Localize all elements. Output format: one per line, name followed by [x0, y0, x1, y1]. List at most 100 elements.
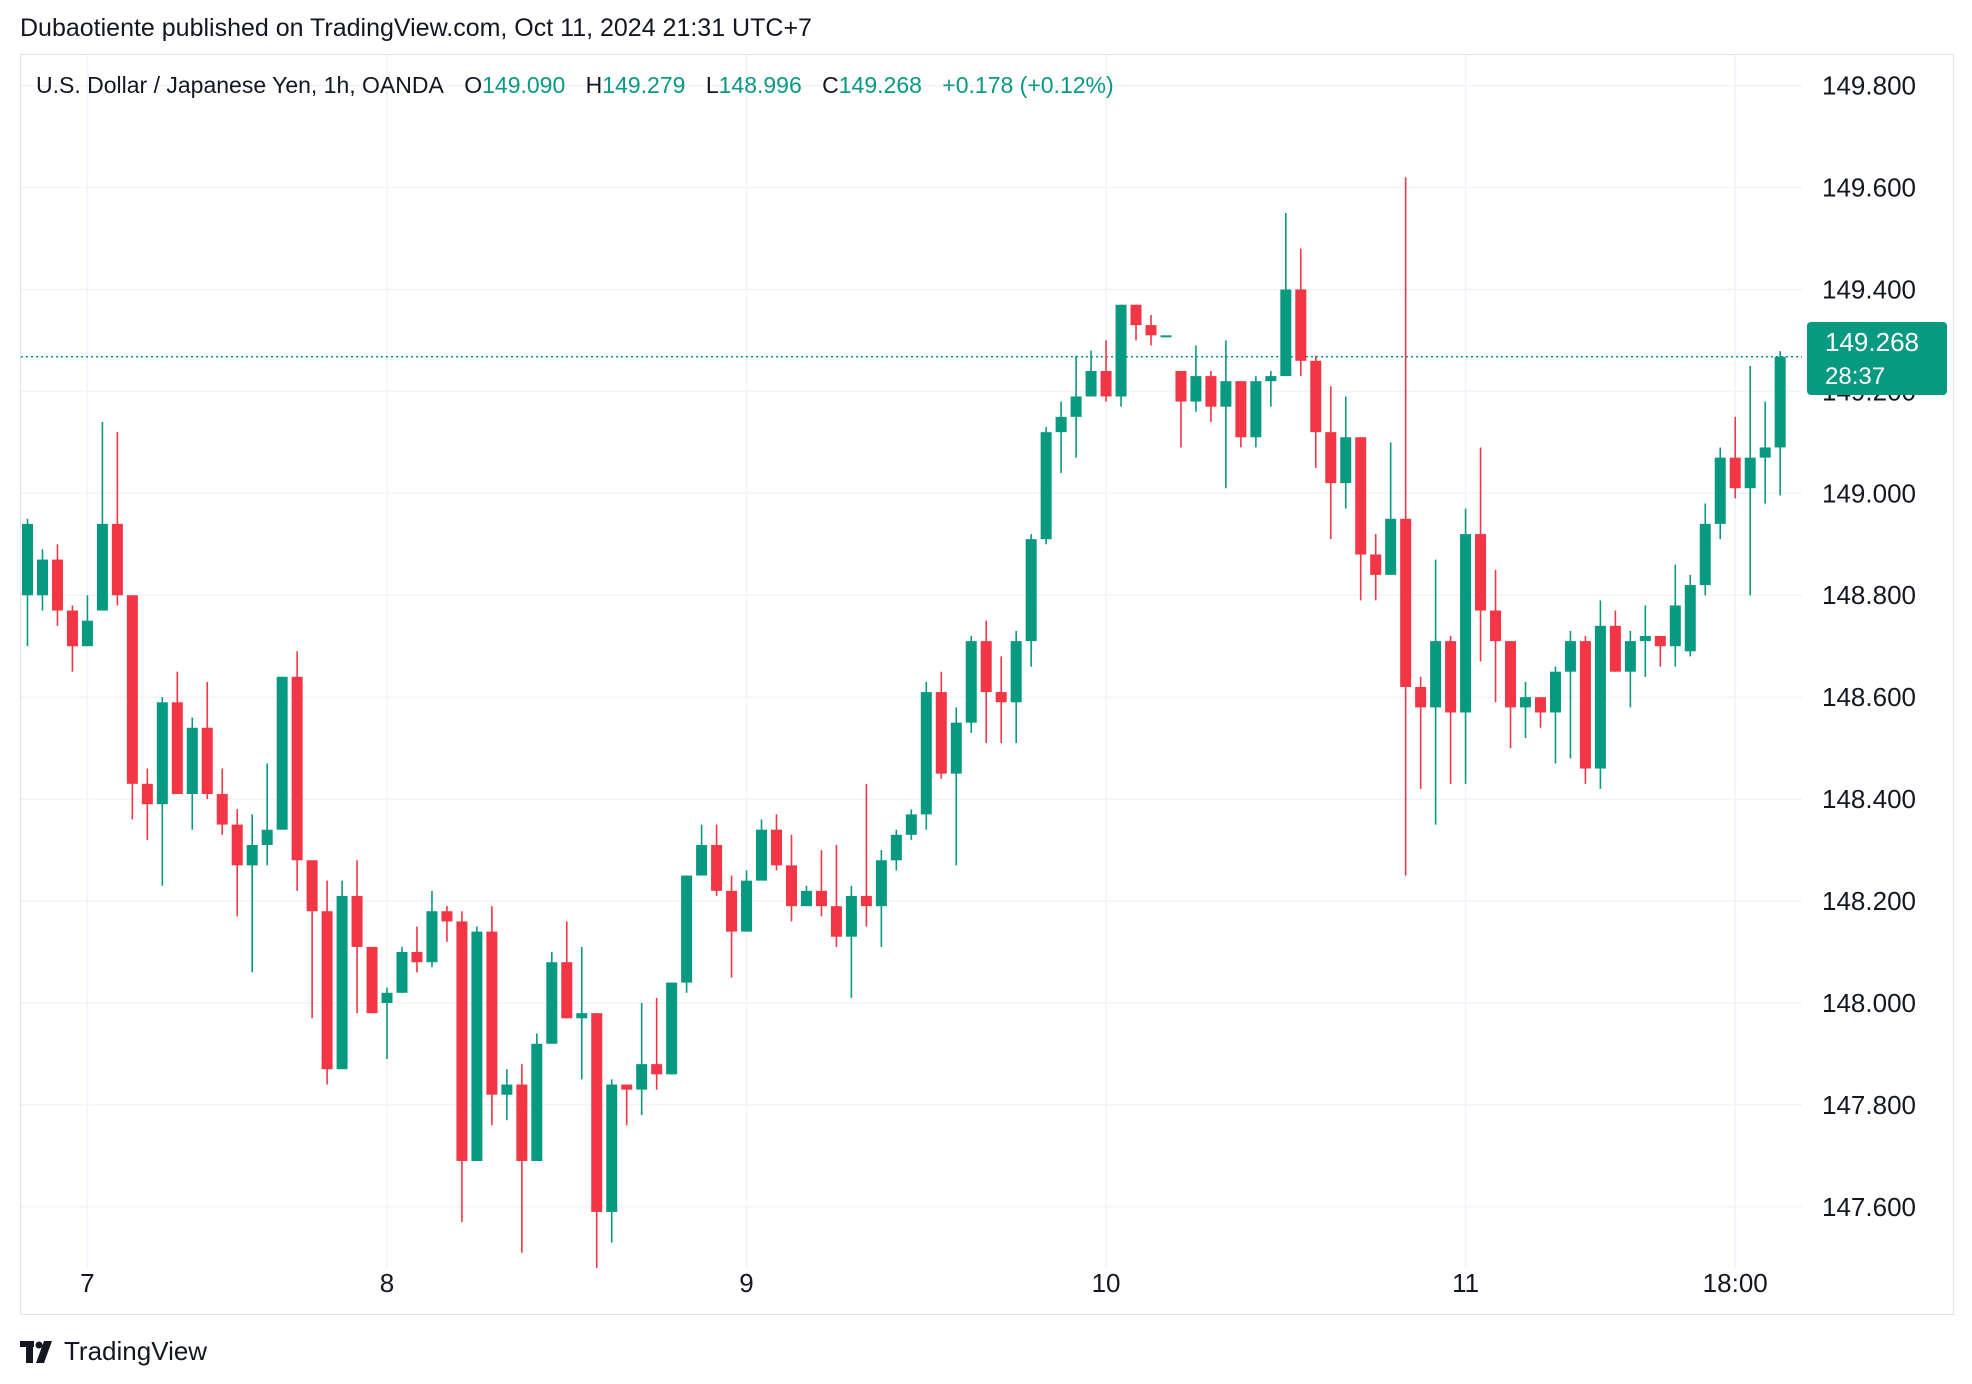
- candle: [756, 819, 768, 881]
- time-axis[interactable]: 7 8 9 10 11 18:00: [80, 1268, 1768, 1298]
- candle-body: [1744, 457, 1756, 489]
- candle: [1445, 636, 1457, 784]
- candle: [1250, 376, 1262, 448]
- candle: [576, 946, 588, 1080]
- candle: [276, 676, 288, 830]
- candle: [980, 620, 992, 744]
- candle: [96, 421, 108, 611]
- candle-body: [1190, 376, 1202, 402]
- candle-body: [1729, 457, 1741, 489]
- candle: [1549, 666, 1561, 764]
- candle-body: [965, 641, 977, 723]
- candle-body: [381, 992, 393, 1003]
- candle-body: [261, 829, 273, 845]
- candle: [246, 814, 258, 973]
- candle-body: [1265, 376, 1277, 382]
- candle-body: [186, 727, 198, 795]
- candle: [1295, 248, 1307, 377]
- footer-logo[interactable]: TradingView: [20, 1336, 207, 1367]
- candle: [636, 1002, 648, 1116]
- candle-body: [111, 523, 123, 596]
- candle-body: [1430, 641, 1442, 708]
- candle-body: [1145, 325, 1157, 336]
- candle: [1340, 396, 1352, 509]
- candle-body: [1549, 671, 1561, 713]
- candle-body: [800, 890, 812, 907]
- candle: [471, 926, 483, 1161]
- candle-body: [81, 620, 93, 647]
- candle-body: [1699, 523, 1711, 586]
- candle-body: [336, 895, 348, 1070]
- candle: [1175, 370, 1187, 448]
- candle-body: [246, 844, 258, 866]
- candle-body: [366, 946, 378, 1014]
- candle-body: [441, 911, 453, 922]
- candle-body: [291, 676, 303, 861]
- candle: [456, 911, 468, 1223]
- candle: [1430, 559, 1442, 825]
- bar-countdown: 28:37: [1825, 363, 1885, 390]
- candle-body: [935, 692, 947, 774]
- candle-body: [890, 834, 902, 861]
- candle: [890, 829, 902, 871]
- candle-body: [1714, 457, 1726, 524]
- candle-body: [351, 895, 363, 947]
- y-tick-label: 148.200: [1822, 886, 1916, 916]
- last-price-value: 149.268: [1825, 327, 1919, 357]
- footer-brand: TradingView: [64, 1336, 208, 1366]
- candle-body: [1295, 289, 1307, 361]
- candle-body: [920, 692, 932, 815]
- candle: [381, 987, 393, 1060]
- candle-body: [1490, 610, 1502, 642]
- candle-body: [1085, 370, 1097, 397]
- candle-body: [306, 860, 318, 912]
- candle: [1145, 314, 1157, 346]
- candle: [306, 860, 318, 1019]
- symbol-legend: U.S. Dollar / Japanese Yen, 1h, OANDA O1…: [36, 72, 1114, 99]
- candle-body: [1669, 605, 1681, 647]
- candle-body: [651, 1064, 663, 1075]
- candle-body: [1115, 304, 1127, 397]
- price-axis[interactable]: 149.800149.600149.400149.200149.000148.8…: [1822, 71, 1916, 1222]
- candle: [651, 997, 663, 1090]
- candle: [1010, 630, 1022, 744]
- candle: [336, 880, 348, 1070]
- symbol-title[interactable]: U.S. Dollar / Japanese Yen, 1h, OANDA: [36, 72, 444, 98]
- candle: [546, 952, 558, 1044]
- candle: [1684, 574, 1696, 657]
- candle-body: [606, 1084, 618, 1212]
- candle: [1160, 335, 1172, 338]
- candle: [935, 671, 947, 779]
- candle: [1774, 351, 1786, 496]
- candle: [1205, 370, 1217, 422]
- candle: [486, 906, 498, 1126]
- candle-body: [636, 1064, 648, 1090]
- candle-body: [1130, 304, 1142, 326]
- x-tick-label: 7: [80, 1268, 94, 1298]
- candle: [1085, 350, 1097, 397]
- candle: [22, 518, 33, 647]
- candle: [905, 809, 917, 840]
- candle: [785, 834, 797, 922]
- high-value: 149.279: [602, 72, 686, 98]
- candle: [711, 824, 723, 896]
- candle: [1220, 340, 1232, 489]
- candle: [1759, 401, 1771, 504]
- candle-body: [216, 794, 228, 825]
- candle-body: [1280, 289, 1292, 377]
- candle: [771, 814, 782, 871]
- candle-body: [845, 895, 857, 937]
- candle: [231, 809, 243, 917]
- candle-body: [276, 676, 288, 830]
- chart-grid: [21, 55, 1802, 1268]
- candle-body: [950, 722, 962, 774]
- candle: [1714, 447, 1726, 540]
- candle-body: [875, 860, 887, 907]
- candle-body: [1355, 437, 1367, 555]
- candle: [591, 1013, 603, 1268]
- candle: [920, 681, 932, 830]
- candle-body: [201, 727, 213, 795]
- candle-body: [995, 692, 1007, 703]
- candle: [1460, 508, 1472, 784]
